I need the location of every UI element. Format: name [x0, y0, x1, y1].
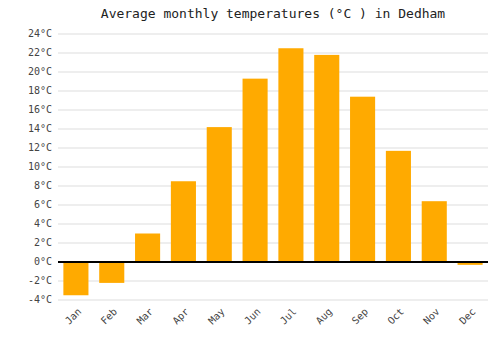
grid — [58, 34, 488, 300]
y-tick-label: 22°C — [28, 47, 52, 58]
bar — [386, 151, 411, 262]
x-tick-label: Aug — [314, 306, 335, 327]
grid-line — [58, 300, 488, 301]
grid-line — [58, 110, 488, 111]
bar — [99, 262, 124, 283]
y-tick-label: 18°C — [28, 85, 52, 96]
bar — [171, 181, 196, 262]
x-tick-label: Sep — [350, 306, 371, 327]
y-tick-label: 4°C — [34, 218, 52, 229]
grid-line — [58, 34, 488, 35]
grid-line — [58, 167, 488, 168]
x-tick-label: Feb — [99, 306, 120, 327]
y-tick-label: 0°C — [34, 256, 52, 267]
grid-line — [58, 91, 488, 92]
y-tick-label: 6°C — [34, 199, 52, 210]
y-tick-label: -2°C — [28, 275, 52, 286]
y-tick-label: 24°C — [28, 28, 52, 39]
bar — [422, 201, 447, 262]
bar — [63, 262, 88, 295]
x-tick-label: May — [206, 306, 227, 327]
bar — [135, 234, 160, 263]
chart: -4°C -2°C 0°C 2°C 4°C 6°C 8°C 10°C 12°C 14°C 16°C 1… — [0, 0, 500, 350]
grid-line — [58, 148, 488, 149]
x-tick-label: Jul — [278, 306, 299, 327]
grid-line — [58, 53, 488, 54]
x-tick-label: Nov — [421, 306, 442, 327]
grid-line — [58, 186, 488, 187]
y-tick-label: 14°C — [28, 123, 52, 134]
y-axis: -4°C -2°C 0°C 2°C 4°C 6°C 8°C 10°C 12°C 14°C 16°C 1… — [28, 28, 52, 305]
bar — [314, 55, 339, 262]
bars — [63, 48, 482, 295]
zero-line — [58, 261, 488, 263]
title: Average monthly temperatures (°C ) in De… — [101, 6, 446, 21]
x-tick-label: Oct — [385, 306, 406, 327]
bar — [207, 127, 232, 262]
bar — [350, 97, 375, 262]
y-tick-label: 12°C — [28, 142, 52, 153]
grid-line — [58, 262, 488, 263]
grid-line — [58, 72, 488, 73]
y-tick-label: 10°C — [28, 161, 52, 172]
y-tick-label: 8°C — [34, 180, 52, 191]
x-tick-label: Apr — [170, 306, 191, 327]
y-tick-label: 20°C — [28, 66, 52, 77]
x-tick-label: Dec — [457, 306, 478, 327]
x-tick-label: Jan — [63, 306, 84, 327]
x-axis: Jan Feb Mar Apr May Jun Jul Aug Sep Oct Nov Dec — [63, 306, 478, 327]
y-tick-label: 2°C — [34, 237, 52, 248]
grid-line — [58, 129, 488, 130]
y-tick-label: -4°C — [28, 294, 52, 305]
bar — [243, 79, 268, 262]
y-tick-label: 16°C — [28, 104, 52, 115]
x-tick-label: Mar — [135, 306, 156, 327]
bar — [278, 48, 303, 262]
x-tick-label: Jun — [242, 306, 263, 327]
